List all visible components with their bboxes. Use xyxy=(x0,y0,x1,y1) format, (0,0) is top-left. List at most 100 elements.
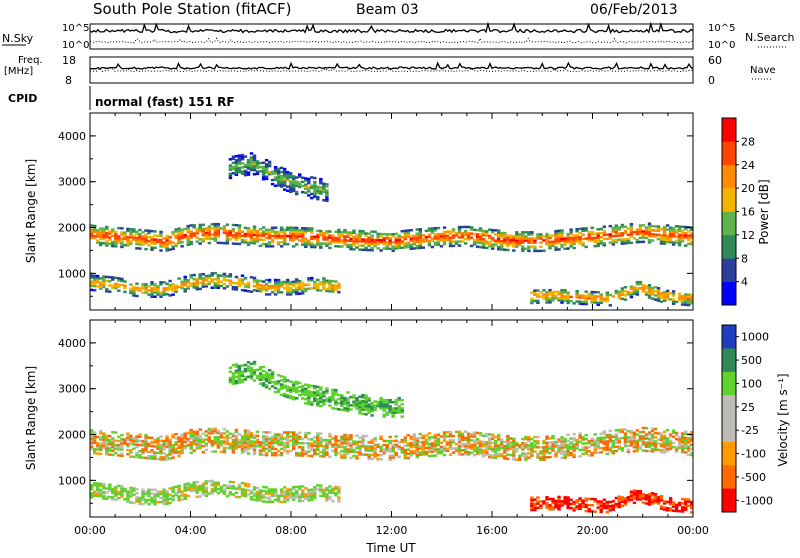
data-cell xyxy=(400,415,404,418)
data-cell xyxy=(494,440,498,443)
data-cell xyxy=(361,402,365,405)
data-cell xyxy=(572,447,576,450)
data-cell xyxy=(614,289,619,293)
data-cell xyxy=(96,239,100,242)
data-cell xyxy=(237,483,242,487)
data-cell xyxy=(261,489,266,493)
data-cell xyxy=(620,291,625,294)
data-cell xyxy=(243,277,248,280)
data-cell xyxy=(286,243,290,246)
data-cell xyxy=(171,435,175,439)
data-cell xyxy=(243,235,248,238)
data-cell xyxy=(201,285,206,288)
data-cell xyxy=(111,498,115,501)
data-cell xyxy=(255,166,260,169)
data-cell xyxy=(349,245,353,249)
data-cell xyxy=(361,238,365,241)
data-cell xyxy=(394,398,398,402)
data-cell xyxy=(593,439,597,442)
data-cell xyxy=(219,444,224,447)
data-cell xyxy=(334,485,338,489)
data-cell xyxy=(343,433,347,437)
data-cell xyxy=(542,297,546,300)
data-cell xyxy=(349,438,353,441)
data-cell xyxy=(515,245,519,248)
data-cell xyxy=(641,443,646,446)
data-cell xyxy=(316,452,320,456)
data-cell xyxy=(316,404,320,407)
data-cell xyxy=(225,233,230,237)
data-cell xyxy=(240,172,245,175)
data-cell xyxy=(397,244,401,248)
data-cell xyxy=(222,283,227,286)
data-cell xyxy=(141,492,145,496)
data-cell xyxy=(596,451,600,454)
data-cell xyxy=(192,286,196,289)
data-cell xyxy=(542,450,546,453)
data-cell xyxy=(252,239,257,243)
data-cell xyxy=(364,232,368,235)
data-cell xyxy=(491,448,495,451)
data-cell xyxy=(307,390,311,393)
data-cell xyxy=(286,226,290,229)
data-cell xyxy=(147,293,151,296)
data-cell xyxy=(533,239,537,242)
data-cell xyxy=(289,449,293,453)
data-cell xyxy=(680,432,685,435)
data-cell xyxy=(542,500,546,503)
data-cell xyxy=(126,500,130,504)
data-cell xyxy=(165,238,169,242)
data-cell xyxy=(234,430,239,434)
data-cell xyxy=(283,378,287,381)
data-cell xyxy=(322,285,326,288)
data-cell xyxy=(349,237,353,241)
data-cell xyxy=(313,399,317,403)
data-cell xyxy=(358,412,362,415)
data-cell xyxy=(684,303,688,307)
data-cell xyxy=(90,224,94,227)
data-cell xyxy=(690,431,694,434)
data-cell xyxy=(135,496,139,499)
data-cell xyxy=(316,284,320,288)
data-cell xyxy=(334,391,338,394)
data-cell xyxy=(334,280,338,283)
data-cell xyxy=(174,437,178,440)
data-cell xyxy=(400,242,404,245)
data-cell xyxy=(355,246,359,249)
data-cell xyxy=(105,244,109,247)
data-cell xyxy=(551,449,555,452)
data-cell xyxy=(298,181,302,184)
data-cell xyxy=(264,443,269,447)
data-cell xyxy=(593,244,597,248)
data-cell xyxy=(430,454,435,458)
data-cell xyxy=(261,449,266,453)
data-cell xyxy=(90,282,94,286)
data-cell xyxy=(292,187,296,191)
data-cell xyxy=(536,456,540,459)
data-cell xyxy=(120,487,124,490)
data-cell xyxy=(533,442,537,445)
data-cell xyxy=(255,442,260,446)
data-cell xyxy=(418,244,423,248)
data-cell xyxy=(557,248,561,251)
data-cell xyxy=(388,439,392,443)
data-cell xyxy=(234,447,239,450)
data-cell xyxy=(328,279,332,283)
data-cell xyxy=(557,239,561,243)
data-cell xyxy=(572,432,576,436)
data-cell xyxy=(141,243,145,246)
data-cell xyxy=(234,443,239,446)
data-cell xyxy=(207,479,212,483)
data-cell xyxy=(255,231,260,235)
data-cell xyxy=(273,439,278,442)
data-cell xyxy=(186,484,190,487)
data-cell xyxy=(243,363,248,367)
data-cell xyxy=(93,439,97,443)
data-cell xyxy=(590,454,594,457)
data-cell xyxy=(93,441,97,445)
data-cell xyxy=(322,390,326,394)
data-cell xyxy=(457,230,462,233)
data-cell xyxy=(478,237,483,241)
data-cell xyxy=(641,236,646,239)
data-cell xyxy=(653,446,658,449)
